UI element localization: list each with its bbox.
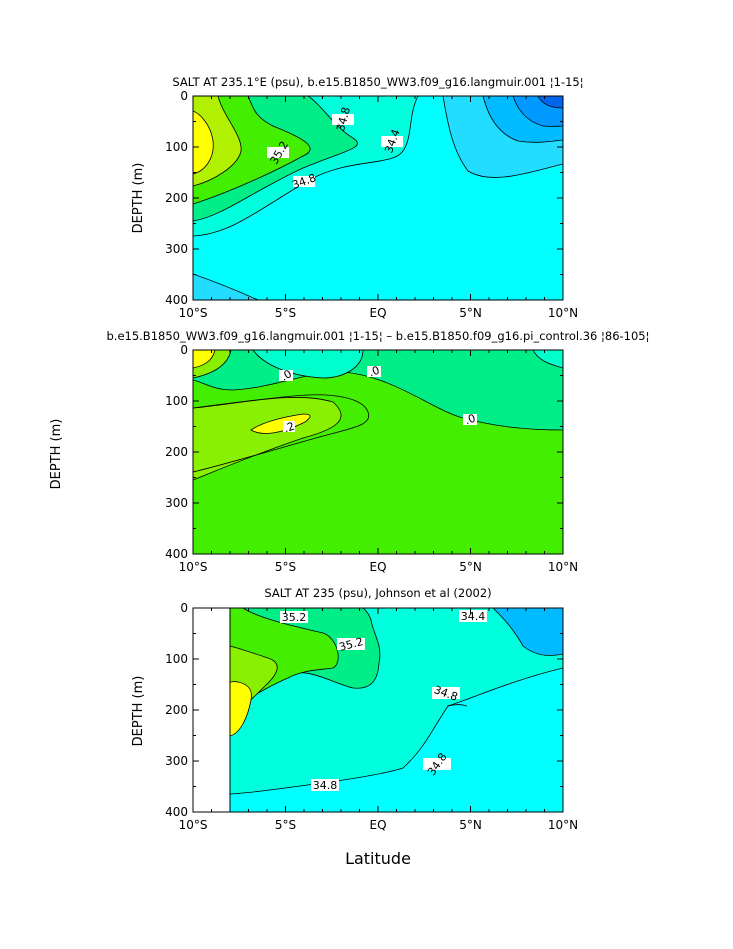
x-tick-label: 10°N bbox=[548, 818, 578, 832]
panel-3-ylabel: DEPTH (m) bbox=[131, 676, 146, 747]
y-tick-label: 300 bbox=[165, 496, 188, 510]
panel-1-clabel-bg bbox=[381, 136, 403, 147]
panel-1-contour-label: 34.8 bbox=[334, 106, 353, 133]
x-tick-label: 5°S bbox=[275, 560, 296, 574]
panel-2-title: b.e15.B1850_WW3.f09_g16.langmuir.001 ¦1-… bbox=[106, 329, 649, 343]
panel-2-ylabel: DEPTH (m) bbox=[49, 419, 64, 490]
panel-2-fill-aqua bbox=[252, 350, 364, 379]
y-tick-label: 400 bbox=[165, 805, 188, 819]
x-tick-label: 5°N bbox=[459, 560, 482, 574]
panel-3-clabel-bg bbox=[280, 611, 308, 623]
x-axis-label: Latitude bbox=[345, 849, 411, 868]
panel-2-contour-label: .0 bbox=[463, 412, 477, 428]
panel-2-contour-label: .2 bbox=[282, 420, 296, 436]
panel-2-contour-label: .0 bbox=[367, 364, 381, 380]
x-tick-label: 5°N bbox=[459, 818, 482, 832]
y-tick-label: 400 bbox=[165, 547, 188, 561]
panel-3-plot: 35.2 35.2 34.4 34.8 34.8 34.8 10°S 5°S EQ 5… bbox=[165, 601, 578, 832]
y-tick-label: 200 bbox=[165, 445, 188, 459]
panel-1-title: SALT AT 235.1°E (psu), b.e15.B1850_WW3.f… bbox=[172, 75, 583, 89]
x-tick-label: 10°S bbox=[179, 560, 208, 574]
panel-3-fill-sky-blue bbox=[492, 608, 563, 656]
panel-1-clabel-bg bbox=[267, 147, 289, 158]
y-tick-label: 200 bbox=[165, 191, 188, 205]
panel-3-fill-yellow bbox=[230, 681, 252, 737]
panel-2-fill-yellow bbox=[250, 413, 311, 434]
panel-3-clabel-bg bbox=[432, 687, 460, 699]
x-tick-label: 10°S bbox=[179, 306, 208, 320]
x-tick-label: 5°S bbox=[275, 818, 296, 832]
y-tick-label: 100 bbox=[165, 652, 188, 666]
y-tick-label: 0 bbox=[180, 343, 188, 357]
y-tick-label: 100 bbox=[165, 394, 188, 408]
panel-2-plot: .0 .0 .0 .2 10°S 5°S EQ 5°N 10°N010020030040… bbox=[165, 343, 578, 574]
y-tick-label: 300 bbox=[165, 754, 188, 768]
x-tick-label: 10°S bbox=[179, 818, 208, 832]
panel-3-contour-label: 35.2 bbox=[338, 635, 365, 654]
panel-1-clabel-bg bbox=[332, 114, 354, 125]
x-tick-label: EQ bbox=[369, 560, 386, 574]
panel-1-fill-yellow bbox=[193, 110, 214, 175]
y-tick-label: 200 bbox=[165, 703, 188, 717]
panel-2: b.e15.B1850_WW3.f09_g16.langmuir.001 ¦1-… bbox=[49, 329, 650, 574]
y-tick-label: 400 bbox=[165, 293, 188, 307]
panel-3: SALT AT 235 (psu), Johnson et al (2002) … bbox=[131, 586, 578, 832]
panel-2-clabel-bg bbox=[279, 370, 293, 381]
x-tick-label: 10°N bbox=[548, 306, 578, 320]
panel-3-clabel-bg bbox=[311, 779, 339, 791]
panel-1-clabel-bg bbox=[293, 176, 315, 187]
x-tick-label: 5°S bbox=[275, 306, 296, 320]
x-tick-label: 5°N bbox=[459, 306, 482, 320]
panel-1-ylabel: DEPTH (m) bbox=[131, 163, 146, 234]
panel-3-contour-label: 35.2 bbox=[282, 611, 307, 624]
panel-2-fill-aqua bbox=[532, 350, 563, 369]
panel-2-clabel-bg bbox=[367, 366, 381, 377]
panel-3-contour-line bbox=[447, 704, 468, 707]
panel-2-contour-line bbox=[192, 394, 370, 473]
panel-3-clabel-bg bbox=[423, 758, 451, 770]
panel-3-contour-label: 34.4 bbox=[461, 610, 486, 623]
y-tick-label: 0 bbox=[180, 601, 188, 615]
y-tick-label: 300 bbox=[165, 242, 188, 256]
x-tick-label: EQ bbox=[369, 818, 386, 832]
y-tick-label: 0 bbox=[180, 89, 188, 103]
panel-3-title: SALT AT 235 (psu), Johnson et al (2002) bbox=[264, 586, 491, 600]
y-tick-label: 100 bbox=[165, 140, 188, 154]
panel-2-clabel-bg bbox=[283, 421, 295, 432]
panel-1-plot: 35.2 34.8 34.8 34.4 10°S 5°S EQ 5°N 10°N0100… bbox=[165, 89, 578, 320]
panel-3-clabel-bg bbox=[459, 610, 487, 622]
panel-1: SALT AT 235.1°E (psu), b.e15.B1850_WW3.f… bbox=[131, 75, 584, 320]
panel-3-contour-label: 34.8 bbox=[313, 779, 338, 792]
x-tick-label: 10°N bbox=[548, 560, 578, 574]
x-tick-label: EQ bbox=[369, 306, 386, 320]
panel-3-clabel-bg bbox=[337, 638, 365, 650]
panel-2-clabel-bg bbox=[463, 414, 477, 425]
